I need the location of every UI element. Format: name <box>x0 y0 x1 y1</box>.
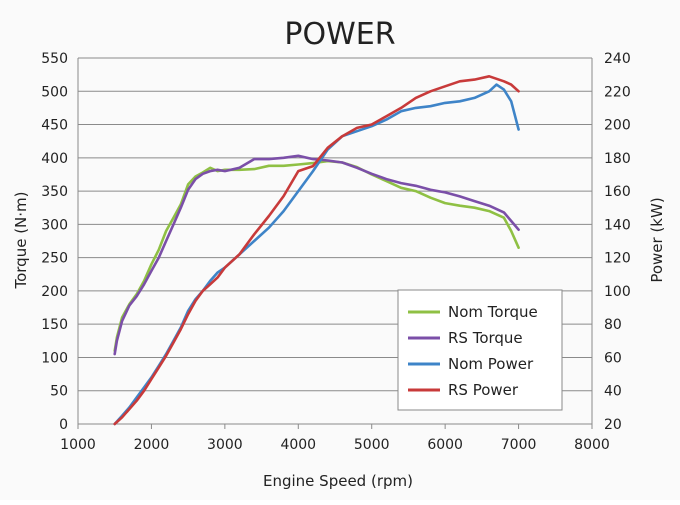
y-right-tick-label-8: 180 <box>604 151 631 167</box>
plot-frame <box>77 58 593 429</box>
y-left-tick-label-10: 500 <box>41 84 68 100</box>
legend-label-nom-torque: Nom Torque <box>448 303 538 321</box>
legend-label-rs-power: RS Power <box>448 381 519 399</box>
y-right-tick-label-0: 20 <box>604 417 622 433</box>
x-tick-label-1: 2000 <box>134 437 170 453</box>
y-right-tick-label-3: 80 <box>604 317 622 333</box>
y-right-tick-label-6: 140 <box>604 217 631 233</box>
y-right-tick-label-2: 60 <box>604 350 622 366</box>
y-axis-left-title: Torque (N·m) <box>12 191 30 289</box>
y-right-tick-label-9: 200 <box>604 118 631 134</box>
legend-label-nom-power: Nom Power <box>448 355 534 373</box>
y-left-tick-label-6: 300 <box>41 217 68 233</box>
y-left-tick-label-2: 100 <box>41 350 68 366</box>
y-left-tick-label-8: 400 <box>41 151 68 167</box>
y-left-tick-label-11: 550 <box>41 51 68 67</box>
y-left-tick-label-5: 250 <box>41 251 68 267</box>
y-right-tick-label-10: 220 <box>604 84 631 100</box>
y-right-tick-label-11: 240 <box>604 51 631 67</box>
x-tick-label-6: 7000 <box>501 437 537 453</box>
y-left-tick-label-7: 350 <box>41 184 68 200</box>
x-tick-label-2: 3000 <box>207 437 243 453</box>
chart-title: POWER <box>284 17 395 52</box>
x-axis-title: Engine Speed (rpm) <box>263 472 413 490</box>
y-left-tick-label-1: 50 <box>50 384 68 400</box>
x-tick-label-7: 8000 <box>574 437 610 453</box>
y-right-tick-label-5: 120 <box>604 251 631 267</box>
y-left-tick-label-3: 150 <box>41 317 68 333</box>
x-tick-label-4: 5000 <box>354 437 390 453</box>
y-right-tick-label-1: 40 <box>604 384 622 400</box>
x-tick-label-3: 4000 <box>280 437 316 453</box>
legend-label-rs-torque: RS Torque <box>448 329 523 347</box>
series-line-rs-power <box>113 75 520 426</box>
y-right-tick-label-4: 100 <box>604 284 631 300</box>
y-left-tick-label-9: 450 <box>41 118 68 134</box>
y-right-tick-label-7: 160 <box>604 184 631 200</box>
series-line-nom-torque <box>113 159 520 353</box>
y-left-tick-label-4: 200 <box>41 284 68 300</box>
series-line-rs-torque <box>113 154 520 356</box>
series-lines <box>113 75 520 426</box>
x-tick-label-5: 6000 <box>427 437 463 453</box>
y-left-tick-label-0: 0 <box>59 417 68 433</box>
x-tick-label-0: 1000 <box>60 437 96 453</box>
y-axis-right-title: Power (kW) <box>648 197 666 282</box>
tick-labels: 1000 2000 3000 4000 5000 6000 7000 8000 0 50 100 15… <box>41 51 630 453</box>
legend: Nom Torque RS Torque Nom Power RS Power <box>397 289 563 411</box>
